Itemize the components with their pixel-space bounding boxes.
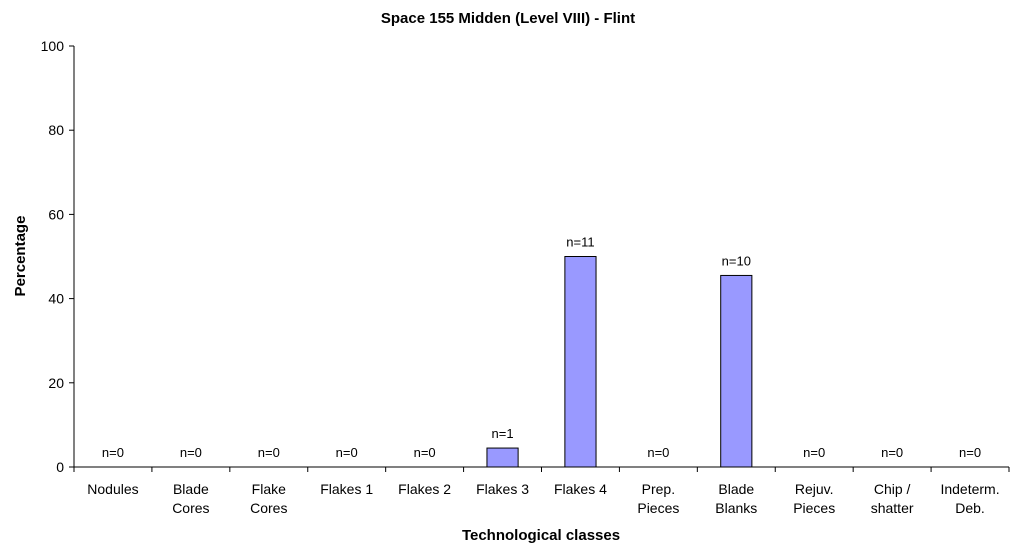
data-label: n=0 [102,445,124,460]
x-tick-label: Blade [718,481,754,497]
data-label: n=0 [180,445,202,460]
chart-title: Space 155 Midden (Level VIII) - Flint [381,10,635,27]
x-tick-label: Pieces [637,500,679,516]
bar [486,447,519,468]
x-tick-label: Flake [252,481,286,497]
y-tick-label: 40 [48,291,64,307]
x-tick-label: Indeterm. [940,481,999,497]
data-label: n=1 [492,426,514,441]
y-axis-title: Percentage [12,216,29,297]
x-tick-label: Flakes 2 [398,481,451,497]
data-label: n=0 [959,445,981,460]
bar [564,256,597,468]
x-axis-title: Technological classes [462,527,620,544]
data-label: n=10 [722,253,751,268]
y-tick-label: 20 [48,375,64,391]
x-tick-label: Flakes 1 [320,481,373,497]
data-label: n=0 [803,445,825,460]
x-tick-label: Blanks [715,500,757,516]
data-label: n=0 [258,445,280,460]
x-tick-label: Chip / [874,481,911,497]
data-label: n=0 [881,445,903,460]
data-label: n=0 [647,445,669,460]
data-label: n=0 [414,445,436,460]
bar [720,274,753,468]
x-tick-label: Prep. [642,481,675,497]
plot-area: 0 20 40 60 80 100 n=0 Nodules n=0 Blade Cores n=0 Fl… [41,38,1010,516]
x-tick-label: Rejuv. [795,481,834,497]
y-tick-label: 0 [56,459,64,475]
x-tick-label: Flakes 4 [554,481,607,497]
y-tick-label: 80 [48,122,64,138]
y-tick-label: 100 [41,38,65,54]
x-tick-label: Blade [173,481,209,497]
x-tick-label: Nodules [87,481,138,497]
y-tick-label: 60 [48,206,64,222]
x-tick-label: Deb. [955,500,985,516]
x-tick-label: Pieces [793,500,835,516]
x-tick-label: Flakes 3 [476,481,529,497]
data-label: n=11 [566,235,594,250]
data-label: n=0 [336,445,358,460]
x-tick-label: Cores [250,500,287,516]
x-tick-label: Cores [172,500,209,516]
x-tick-label: shatter [871,500,914,516]
